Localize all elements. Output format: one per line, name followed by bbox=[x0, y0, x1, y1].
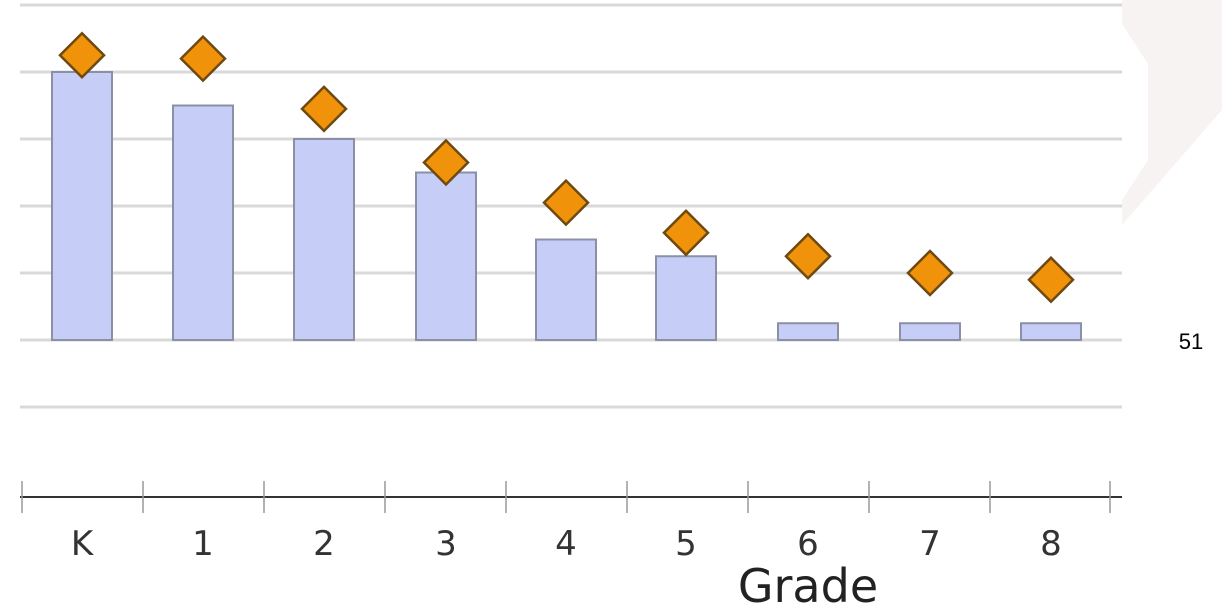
bar-1 bbox=[172, 104, 234, 341]
bar-8 bbox=[1020, 322, 1082, 341]
marker-3 bbox=[422, 138, 470, 187]
marker-K bbox=[58, 31, 106, 80]
bar-5 bbox=[655, 255, 717, 341]
x-tick-label-1: 1 bbox=[192, 524, 214, 564]
marker-1 bbox=[179, 34, 227, 83]
marker-4 bbox=[542, 178, 590, 227]
x-axis-title: Grade bbox=[738, 559, 878, 613]
marker-series bbox=[58, 31, 1075, 304]
bar-7 bbox=[899, 322, 961, 341]
x-tick-label-6: 6 bbox=[797, 524, 819, 564]
bar-K bbox=[51, 71, 113, 341]
marker-6 bbox=[784, 232, 832, 281]
x-tick-label-5: 5 bbox=[675, 524, 697, 564]
bar-4 bbox=[535, 238, 597, 341]
background-decoration bbox=[1122, 0, 1222, 225]
x-tick-label-K: K bbox=[71, 524, 95, 564]
x-axis bbox=[20, 481, 1122, 513]
page-number: 51 bbox=[1179, 329, 1203, 354]
x-tick-label-2: 2 bbox=[313, 524, 335, 564]
x-tick-label-7: 7 bbox=[919, 524, 941, 564]
bar-6 bbox=[777, 322, 839, 341]
x-tick-label-3: 3 bbox=[435, 524, 457, 564]
x-tick-label-4: 4 bbox=[555, 524, 577, 564]
marker-8 bbox=[1027, 255, 1075, 304]
bar-2 bbox=[293, 138, 355, 341]
bar-3 bbox=[415, 171, 477, 341]
marker-5 bbox=[662, 209, 710, 257]
x-tick-labels: K 1 2 3 4 5 6 7 8 bbox=[71, 524, 1062, 564]
marker-7 bbox=[906, 249, 954, 297]
marker-2 bbox=[300, 85, 348, 133]
x-tick-label-8: 8 bbox=[1040, 524, 1062, 564]
bar-series bbox=[51, 71, 1082, 341]
